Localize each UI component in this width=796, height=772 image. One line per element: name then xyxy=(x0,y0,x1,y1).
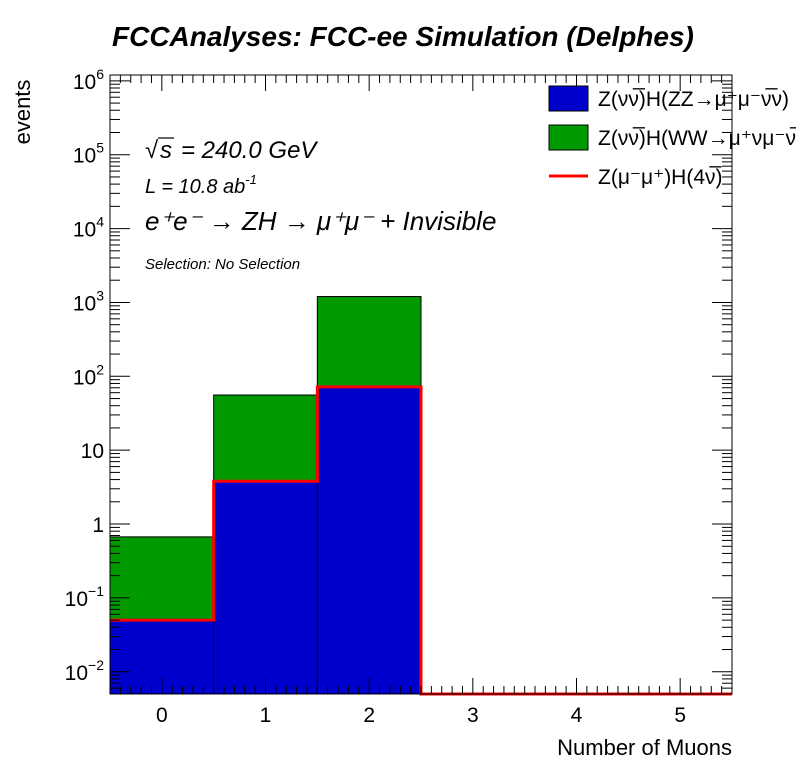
legend-label: Z(νν̅)H(WW→μ⁺νμ⁻ν̅) xyxy=(598,127,796,150)
y-tick-label: 10−2 xyxy=(65,657,105,685)
x-tick-label: 4 xyxy=(571,704,583,727)
x-axis-label: Number of Muons xyxy=(557,735,732,760)
y-tick-label: 1 xyxy=(92,514,104,537)
energy-label: = 240.0 GeV xyxy=(181,137,318,164)
process-label: e⁺e⁻ → ZH → μ⁺μ⁻ + Invisible xyxy=(145,206,496,236)
y-axis-label: events xyxy=(10,80,35,145)
x-tick-label: 2 xyxy=(363,704,375,727)
bar-zz-1 xyxy=(213,480,318,695)
lumi-exponent: -1 xyxy=(245,172,257,187)
bars-layer xyxy=(109,296,422,695)
legend-swatch xyxy=(548,124,589,151)
legend-label: Z(μ⁻μ⁺)H(4ν̅) xyxy=(598,166,723,189)
ticks-layer xyxy=(109,75,733,695)
bar-zz-2 xyxy=(316,386,422,695)
bar-ww-1 xyxy=(213,394,318,482)
y-tick-label: 105 xyxy=(73,140,104,168)
x-tick-label: 0 xyxy=(156,704,168,727)
selection-label: Selection: No Selection xyxy=(145,256,300,273)
y-tick-label: 103 xyxy=(73,287,104,315)
bar-ww-0 xyxy=(109,536,215,621)
annotations: √ s = 240.0 GeV L = 10.8 ab-1 e⁺e⁻ → ZH … xyxy=(145,137,496,273)
y-tick-label: 104 xyxy=(73,214,104,242)
sqrt-s-label: s xyxy=(160,137,172,164)
x-tick-label: 5 xyxy=(674,704,686,727)
bar-ww-2 xyxy=(316,296,422,388)
tick-labels-layer: 0 1 2 3 4 5 10−2 10−1 1 10 102 103 104 105 106 xyxy=(65,66,686,727)
x-tick-label: 1 xyxy=(260,704,272,727)
chart-title: FCCAnalyses: FCC-ee Simulation (Delphes) xyxy=(112,21,694,52)
x-tick-label: 3 xyxy=(467,704,479,727)
y-tick-label: 106 xyxy=(73,66,104,94)
y-tick-label: 10−1 xyxy=(65,583,105,611)
y-tick-label: 10 xyxy=(81,440,104,463)
legend-label: Z(νν̅)H(ZZ→μ⁺μ⁻ν̅ν) xyxy=(598,88,789,111)
y-tick-label: 102 xyxy=(73,361,104,389)
lumi-label: L = 10.8 ab xyxy=(145,176,245,198)
legend-swatch xyxy=(548,85,589,112)
sqrt-symbol: √ xyxy=(145,137,159,164)
lumi-annotation: L = 10.8 ab-1 xyxy=(145,172,257,198)
legend: Z(νν̅)H(ZZ→μ⁺μ⁻ν̅ν) Z(νν̅)H(WW→μ⁺νμ⁻ν̅) Z(… xyxy=(548,85,796,189)
